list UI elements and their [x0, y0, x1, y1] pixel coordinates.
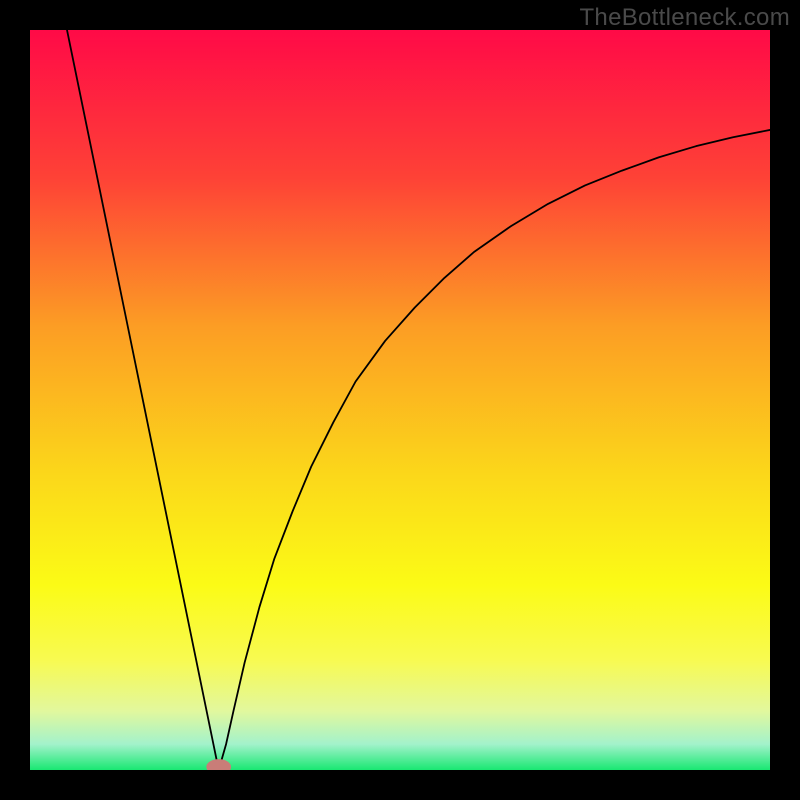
chart-frame: TheBottleneck.com — [0, 0, 800, 800]
plot-area — [30, 30, 770, 770]
vertex-marker — [207, 760, 231, 770]
gradient-background — [30, 30, 770, 770]
plot-svg — [30, 30, 770, 770]
watermark-text: TheBottleneck.com — [579, 4, 790, 32]
